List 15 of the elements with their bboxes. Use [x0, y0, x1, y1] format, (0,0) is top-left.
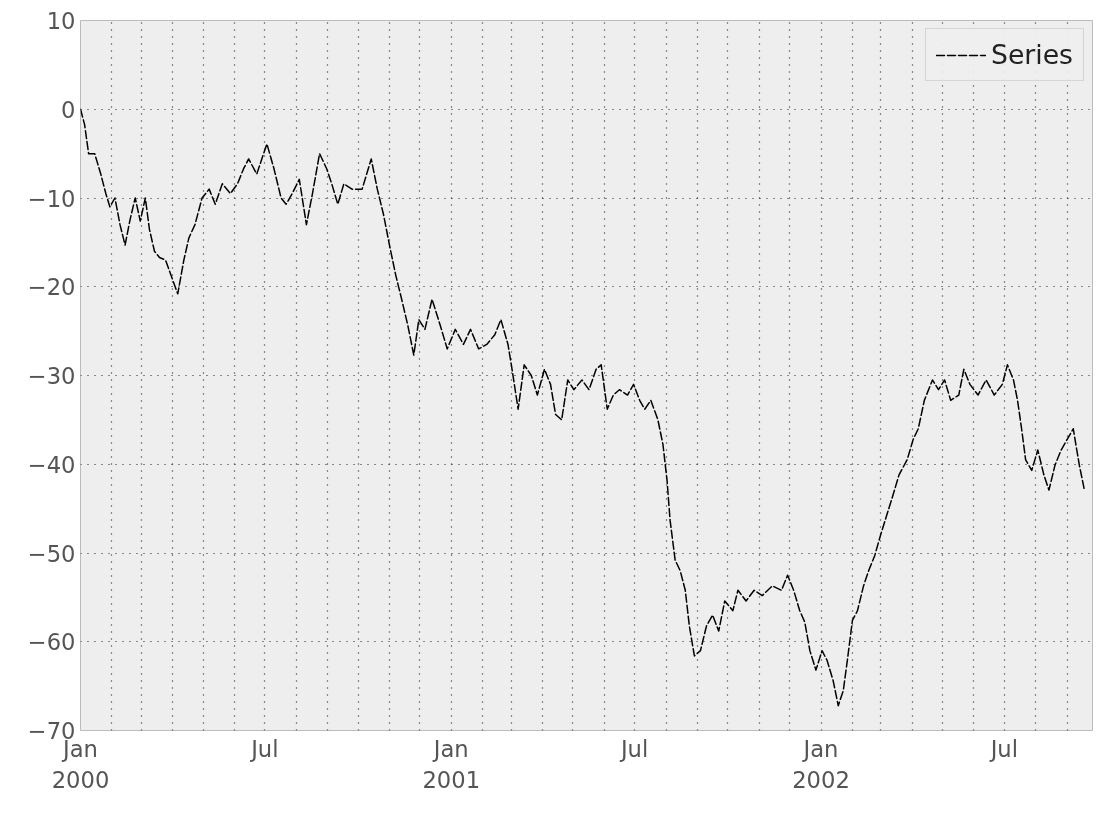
x-tick-label: Jul — [249, 735, 279, 762]
y-tick-label: −60 — [27, 629, 76, 656]
x-tick-label: Jan 2001 — [422, 735, 481, 793]
legend-label: Series — [991, 39, 1073, 70]
y-tick-label: 0 — [61, 96, 76, 123]
y-tick-label: −50 — [27, 540, 76, 567]
y-tick-label: −20 — [27, 274, 76, 301]
y-tick-label: −40 — [27, 451, 76, 478]
y-tick-label: −10 — [27, 185, 76, 212]
line-series — [80, 108, 1086, 707]
x-tick-label: Jul — [988, 735, 1019, 762]
x-tick-label: Jul — [618, 735, 649, 762]
y-tick-label: −30 — [27, 363, 76, 389]
y-tick-label: 10 — [46, 8, 76, 34]
x-tick-label: Jan 2002 — [792, 735, 850, 793]
